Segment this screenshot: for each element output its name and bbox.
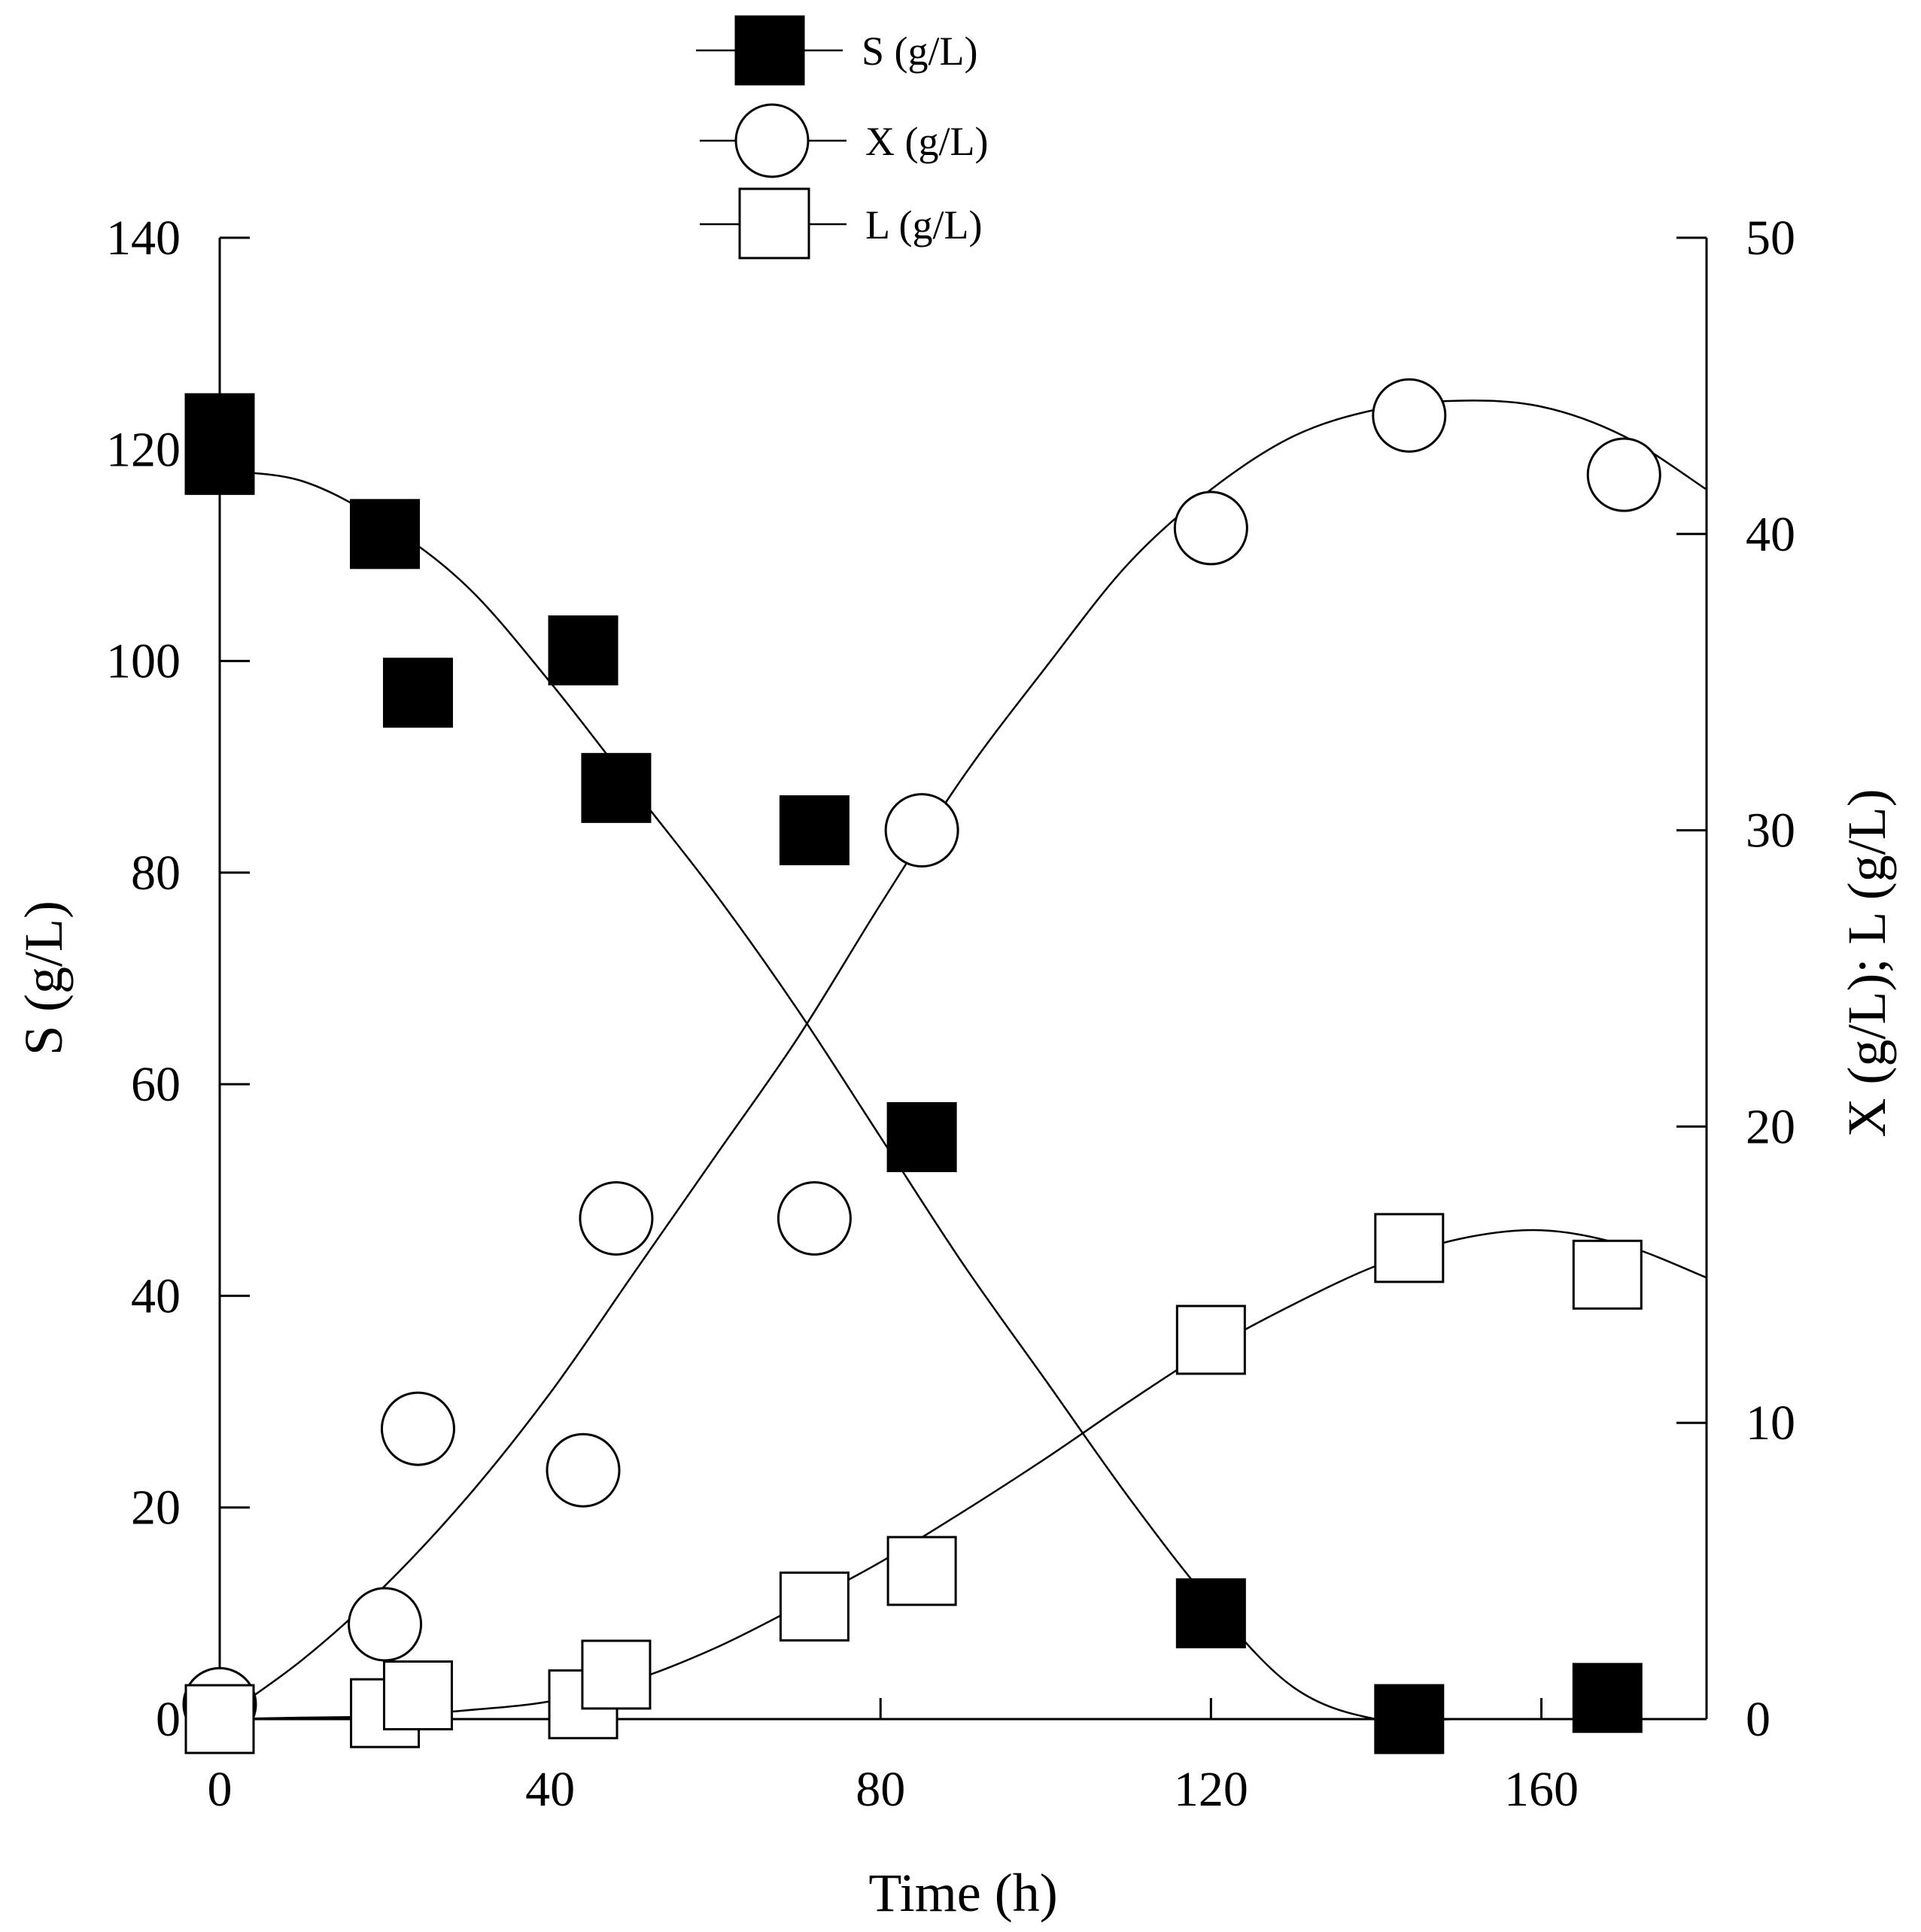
legend-entry-s: S (g/L) <box>696 15 978 86</box>
x-tick-label-2: 80 <box>856 1762 905 1817</box>
legend-marker-s <box>734 15 805 86</box>
right-y-tick-label-4: 40 <box>1746 507 1795 562</box>
marker-l-5 <box>779 1571 850 1642</box>
marker-x-2 <box>380 1391 455 1466</box>
legend-label-l: L (g/L) <box>865 202 982 248</box>
right-y-tick-label-1: 10 <box>1746 1396 1795 1451</box>
marker-x-5 <box>777 1180 852 1256</box>
legend-marker-l <box>738 187 810 260</box>
legend-entry-l: L (g/L) <box>700 187 982 260</box>
marker-x-3 <box>546 1432 621 1508</box>
marker-x-9 <box>1586 437 1661 512</box>
marker-s-10 <box>1572 1663 1643 1733</box>
marker-s-5 <box>581 752 652 823</box>
fit-curve-x <box>219 399 1707 1721</box>
fit-curves <box>219 399 1707 1723</box>
legend: S (g/L) X (g/L) L (g/L) <box>696 15 988 260</box>
marker-s-1 <box>184 393 255 463</box>
legend-label-s: S (g/L) <box>862 29 978 74</box>
marker-s-3 <box>382 658 453 728</box>
left-y-tick-label-0: 0 <box>156 1692 181 1747</box>
marker-x-8 <box>1372 378 1447 453</box>
marker-x-7 <box>1173 491 1248 566</box>
right-y-tick-label-5: 50 <box>1746 211 1795 266</box>
left-y-axis-title: S (g/L) <box>14 901 74 1056</box>
data-markers <box>182 378 1661 1754</box>
marker-x-1 <box>348 1587 423 1662</box>
legend-marker-x <box>734 103 810 178</box>
right-y-ticks: 0 10 20 30 40 50 <box>1676 211 1795 1747</box>
marker-l-4 <box>581 1639 652 1710</box>
axes: 0 40 80 120 160 0 20 40 60 80 100 120 140 0 10 20 30 40… <box>106 211 1795 1817</box>
marker-l-8 <box>1374 1213 1445 1283</box>
marker-x-4 <box>579 1180 654 1256</box>
marker-l-9 <box>1572 1239 1643 1310</box>
marker-l-0 <box>184 1684 255 1754</box>
marker-l-6 <box>886 1536 957 1606</box>
left-y-tick-label-4: 80 <box>131 846 181 901</box>
left-y-tick-label-7: 140 <box>106 211 181 266</box>
x-tick-label-0: 0 <box>208 1762 233 1817</box>
left-y-ticks: 0 20 40 60 80 100 120 140 <box>106 211 250 1747</box>
x-tick-label-1: 40 <box>525 1762 575 1817</box>
marker-s-6 <box>779 795 850 866</box>
marker-s-4 <box>548 615 619 686</box>
x-ticks: 0 40 80 120 160 <box>208 1698 1579 1817</box>
marker-s-8 <box>1175 1578 1246 1648</box>
fit-curve-l <box>219 1229 1707 1721</box>
marker-l-2 <box>382 1660 453 1730</box>
right-y-tick-label-0: 0 <box>1746 1692 1771 1747</box>
x-tick-label-3: 120 <box>1174 1762 1248 1817</box>
right-y-axis-title: X (g/L); L (g/L) <box>1837 788 1897 1137</box>
x-axis-title: Time (h) <box>868 1863 1057 1923</box>
legend-entry-x: X (g/L) <box>700 103 988 178</box>
right-y-tick-label-2: 20 <box>1746 1099 1795 1154</box>
marker-l-7 <box>1175 1305 1246 1375</box>
marker-s-9 <box>1374 1684 1445 1754</box>
right-y-tick-label-3: 30 <box>1746 803 1795 858</box>
left-y-tick-label-5: 100 <box>106 634 181 689</box>
left-y-tick-label-6: 120 <box>106 422 181 477</box>
marker-x-6 <box>884 793 959 868</box>
x-tick-label-4: 160 <box>1504 1762 1579 1817</box>
left-y-tick-label-1: 20 <box>131 1481 181 1536</box>
legend-label-x: X (g/L) <box>865 119 988 164</box>
left-y-tick-label-2: 40 <box>131 1268 181 1323</box>
marker-s-2 <box>350 499 421 570</box>
left-y-tick-label-3: 60 <box>131 1057 181 1112</box>
marker-s-7 <box>886 1101 957 1172</box>
